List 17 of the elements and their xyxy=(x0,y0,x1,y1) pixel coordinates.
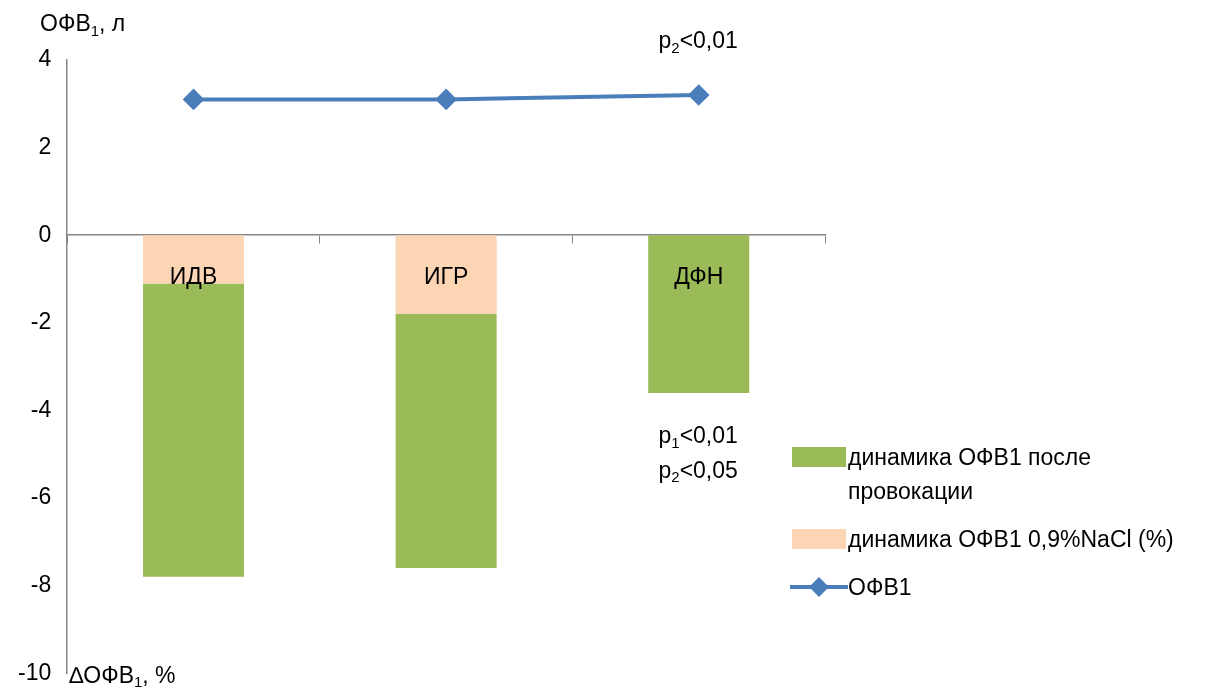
x-tick-label: ИДВ xyxy=(169,262,218,289)
y-tick-label: 0 xyxy=(38,220,52,247)
legend-label: динамика ОФВ1 после провокации xyxy=(848,443,1093,506)
y-tick-label: 4 xyxy=(38,45,52,72)
y-tick-label: -6 xyxy=(30,483,52,510)
y-tick-label: -8 xyxy=(30,570,52,597)
y-tick-label: 2 xyxy=(38,132,52,159)
legend-label: ОФВ1 xyxy=(848,573,913,602)
bar xyxy=(395,314,497,569)
legend-label: динамика ОФВ1 0,9%NaCl (%) xyxy=(848,525,1175,554)
y-tick-label: -2 xyxy=(30,308,52,335)
y-tick-label: -4 xyxy=(30,395,52,422)
y-tick-label: -10 xyxy=(17,658,52,685)
bar xyxy=(395,235,497,315)
bar xyxy=(648,235,750,393)
x-tick-label: ДФН xyxy=(674,262,724,289)
x-tick-label: ИГР xyxy=(423,262,469,289)
